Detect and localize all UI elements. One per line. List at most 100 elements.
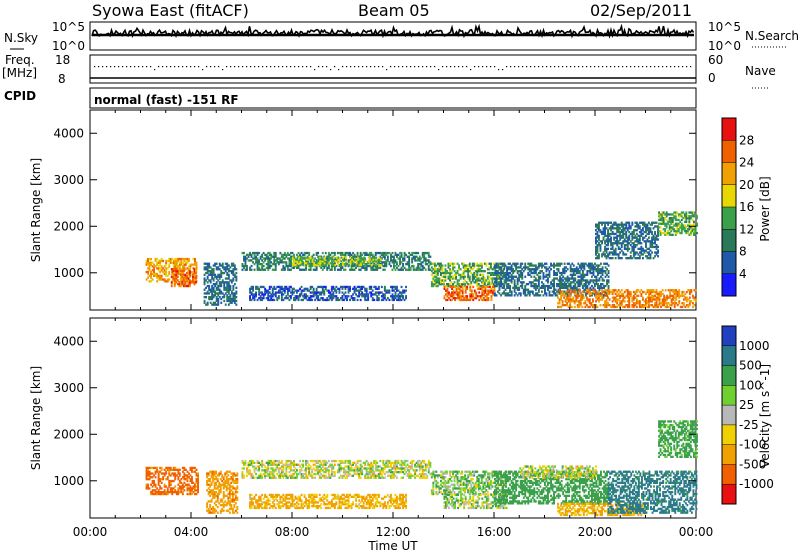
data-cell <box>587 262 590 265</box>
data-cell <box>509 284 511 288</box>
data-cell <box>473 273 476 276</box>
data-cell <box>163 472 166 475</box>
data-cell <box>303 289 306 292</box>
data-cell <box>646 257 649 260</box>
data-cell <box>497 275 500 278</box>
data-cell <box>645 242 647 245</box>
data-cell <box>258 291 261 294</box>
data-cell <box>578 266 581 269</box>
data-cell <box>586 270 589 273</box>
data-cell <box>657 227 659 230</box>
data-cell <box>250 268 253 271</box>
data-cell <box>181 485 184 488</box>
data-cell <box>229 294 232 297</box>
data-cell <box>171 492 174 496</box>
data-cell <box>632 245 635 249</box>
data-cell <box>494 277 496 280</box>
data-cell <box>659 226 662 229</box>
data-cell <box>187 268 190 271</box>
data-cell <box>206 284 209 288</box>
data-cell <box>183 474 186 477</box>
data-cell <box>218 288 221 291</box>
data-cell <box>503 264 506 267</box>
data-cell <box>162 259 165 263</box>
data-cell <box>510 266 513 269</box>
data-cell <box>255 259 257 262</box>
data-cell <box>376 266 379 269</box>
data-cell <box>321 285 324 289</box>
data-cell <box>208 292 211 295</box>
data-cell <box>692 294 694 297</box>
data-cell <box>601 283 604 286</box>
data-cell <box>661 215 664 218</box>
data-cell <box>393 255 395 258</box>
data-cell <box>601 279 604 282</box>
data-cell <box>421 266 424 269</box>
data-cell <box>271 263 274 266</box>
data-cell <box>632 230 635 234</box>
data-cell <box>332 297 335 300</box>
data-cell <box>423 266 426 269</box>
data-cell <box>411 259 414 262</box>
data-cell <box>516 271 519 275</box>
data-cell <box>591 264 593 267</box>
data-cell <box>602 227 605 230</box>
data-cell <box>408 261 411 264</box>
data-cell <box>597 279 599 282</box>
data-cell <box>599 244 602 247</box>
data-cell <box>629 232 632 236</box>
nave-top-tick: 60 <box>708 53 723 67</box>
data-cell <box>473 266 476 269</box>
data-cell <box>575 281 578 284</box>
data-cell <box>157 265 160 268</box>
data-cell <box>443 283 445 286</box>
data-cell <box>168 263 171 266</box>
data-cell <box>528 292 531 295</box>
data-cell <box>175 491 178 494</box>
data-cell <box>274 293 277 296</box>
data-cell <box>563 294 566 297</box>
data-cell <box>515 264 518 267</box>
data-cell <box>616 225 619 228</box>
nave-dot <box>150 66 152 68</box>
data-cell <box>642 298 644 301</box>
data-cell <box>584 284 587 288</box>
data-cell <box>267 259 270 262</box>
nave-dot <box>486 66 488 68</box>
data-cell <box>380 253 383 256</box>
data-cell <box>692 296 694 299</box>
data-cell <box>243 264 245 268</box>
data-cell <box>655 244 658 247</box>
data-cell <box>536 266 539 269</box>
data-cell <box>217 279 220 282</box>
data-cell <box>553 273 555 276</box>
data-cell <box>671 226 674 229</box>
data-cell <box>436 279 439 282</box>
data-cell <box>415 266 418 269</box>
data-cell <box>569 300 572 303</box>
data-cell <box>574 286 577 289</box>
data-cell <box>506 273 508 276</box>
data-cell <box>525 288 528 291</box>
data-cell <box>494 271 496 275</box>
data-cell <box>619 304 622 307</box>
data-cell <box>693 304 696 307</box>
data-cell <box>556 268 558 271</box>
data-cell <box>408 259 411 262</box>
data-cell <box>577 288 580 291</box>
data-cell <box>213 496 216 499</box>
data-cell <box>253 268 256 271</box>
data-cell <box>680 211 683 214</box>
data-cell <box>470 297 473 300</box>
data-cell <box>233 301 236 304</box>
data-cell <box>614 227 617 230</box>
data-cell <box>623 305 626 309</box>
nave-dot <box>594 66 596 68</box>
data-cell <box>495 283 498 286</box>
data-cell <box>235 299 238 303</box>
data-cell <box>606 283 608 286</box>
data-cell <box>539 294 542 297</box>
data-cell <box>267 295 270 298</box>
data-cell <box>321 287 324 290</box>
data-cell <box>378 264 381 267</box>
